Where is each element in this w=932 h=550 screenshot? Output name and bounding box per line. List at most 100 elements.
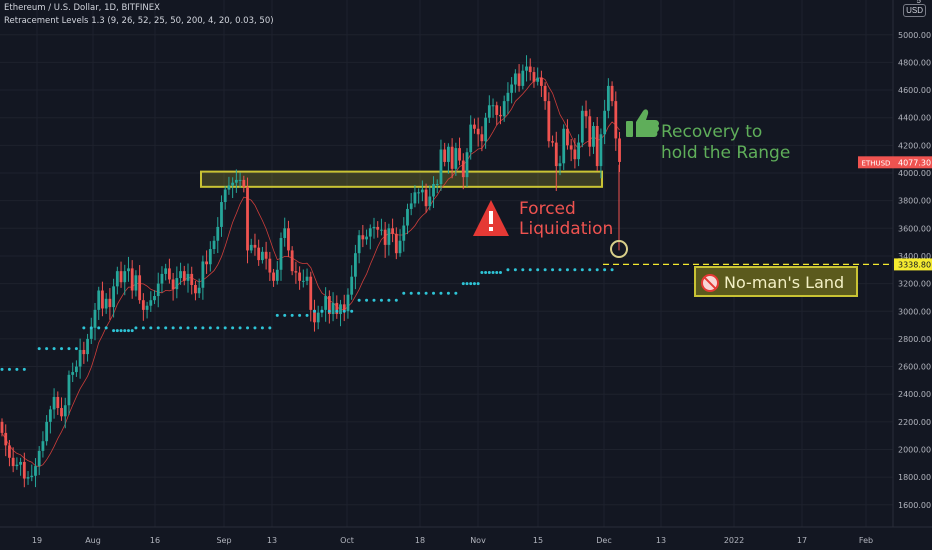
indicator-title[interactable]: Retracement Levels 1.3 (9, 26, 52, 25, 5… [4,16,274,26]
candle [145,301,149,319]
support-dot [432,291,436,295]
candle-body [190,273,194,285]
candle-body [342,304,346,312]
candle-body [75,366,78,373]
candle-body [97,290,101,310]
candle [610,81,614,107]
support-dot [528,268,532,272]
candle-body [458,148,461,161]
support-dot [112,329,116,333]
support-dot [454,291,458,295]
candle-body [160,273,164,284]
support-dot [417,291,421,295]
candle [327,290,331,324]
candle-body [354,253,357,277]
candle-body [134,275,138,291]
candle [432,176,435,208]
candle-body [372,226,376,229]
candle [484,112,487,149]
candle-body [108,298,112,308]
candle-body [175,278,179,290]
candle [261,246,264,264]
candle [246,177,249,264]
candle-body [540,77,543,86]
support-dot [379,298,383,302]
candle-body [238,179,242,181]
support-dot [164,326,168,330]
candle [543,82,547,110]
ethusd-value-tag-bg [894,156,932,169]
candle [26,471,30,485]
candle-body [52,396,56,410]
candle [11,447,15,473]
support-dot [89,326,93,330]
price-tick-label: 2400.00 [898,390,931,399]
candle [8,439,11,467]
support-dot [603,268,607,272]
candle [439,139,443,191]
candle [558,155,562,176]
candle [97,286,101,320]
candle [231,177,235,199]
candle-body [305,276,309,281]
time-tick-label: Oct [340,536,354,545]
candle-body [246,186,249,251]
candle [45,415,49,446]
time-tick-label: 2022 [724,536,744,545]
support-dot [402,291,406,295]
candle-body [205,261,208,265]
support-dot [357,298,361,302]
time-tick-label: Aug [85,536,101,545]
candle-body [357,235,361,254]
candle [428,185,432,211]
candle-body [123,271,127,283]
candle [406,203,409,235]
candle-body [156,283,160,297]
time-tick-label: 15 [533,536,543,545]
thumbs-up-icon [626,109,660,137]
time-tick-label: 19 [32,536,42,545]
candle-body [112,286,115,308]
support-dot [97,326,101,330]
candle [335,295,339,319]
price-tick-label: 3000.00 [898,307,931,316]
candle [394,227,398,260]
price-axis[interactable]: 1600.00 1800.00 2000.00 2200.00 2400.00 2600.… [892,0,931,527]
support-dot [491,271,495,275]
time-tick-label: 13 [267,536,277,545]
candle [227,176,231,195]
candle-body [543,85,547,102]
currency-badge[interactable]: USD [903,4,926,17]
time-tick-label: Dec [596,536,611,545]
candle [599,128,603,179]
candle [357,230,361,264]
time-tick-label: Nov [470,536,486,545]
support-dot [573,268,577,272]
candle-body [26,477,30,479]
candle [257,239,261,266]
candle-body [0,421,4,433]
candle-body [491,105,495,107]
candle-body [78,349,82,367]
candle-body [227,185,231,190]
candle [487,95,491,123]
candle-body [376,226,380,230]
candle-body [618,138,621,162]
candle [513,69,517,93]
candle [409,193,413,216]
support-dot [580,268,584,272]
no-mans-land-box: No-man's Land [694,266,858,297]
support-dot [141,326,145,330]
support-dot [298,313,302,317]
support-dot [268,326,272,330]
candle [506,82,510,114]
price-tick-label: 3800.00 [898,197,931,206]
candle-body [592,125,595,147]
symbol-title[interactable]: Ethereum / U.S. Dollar, 1D, BITFINEX [4,3,160,13]
support-dot [476,282,480,286]
candle-body [606,85,610,111]
candle [476,117,480,147]
candle-body [231,182,235,186]
time-axis[interactable]: 19 Aug 16 Sep 13 Oct 18 Nov 15 Dec 13 2022 17 Feb [0,526,932,545]
